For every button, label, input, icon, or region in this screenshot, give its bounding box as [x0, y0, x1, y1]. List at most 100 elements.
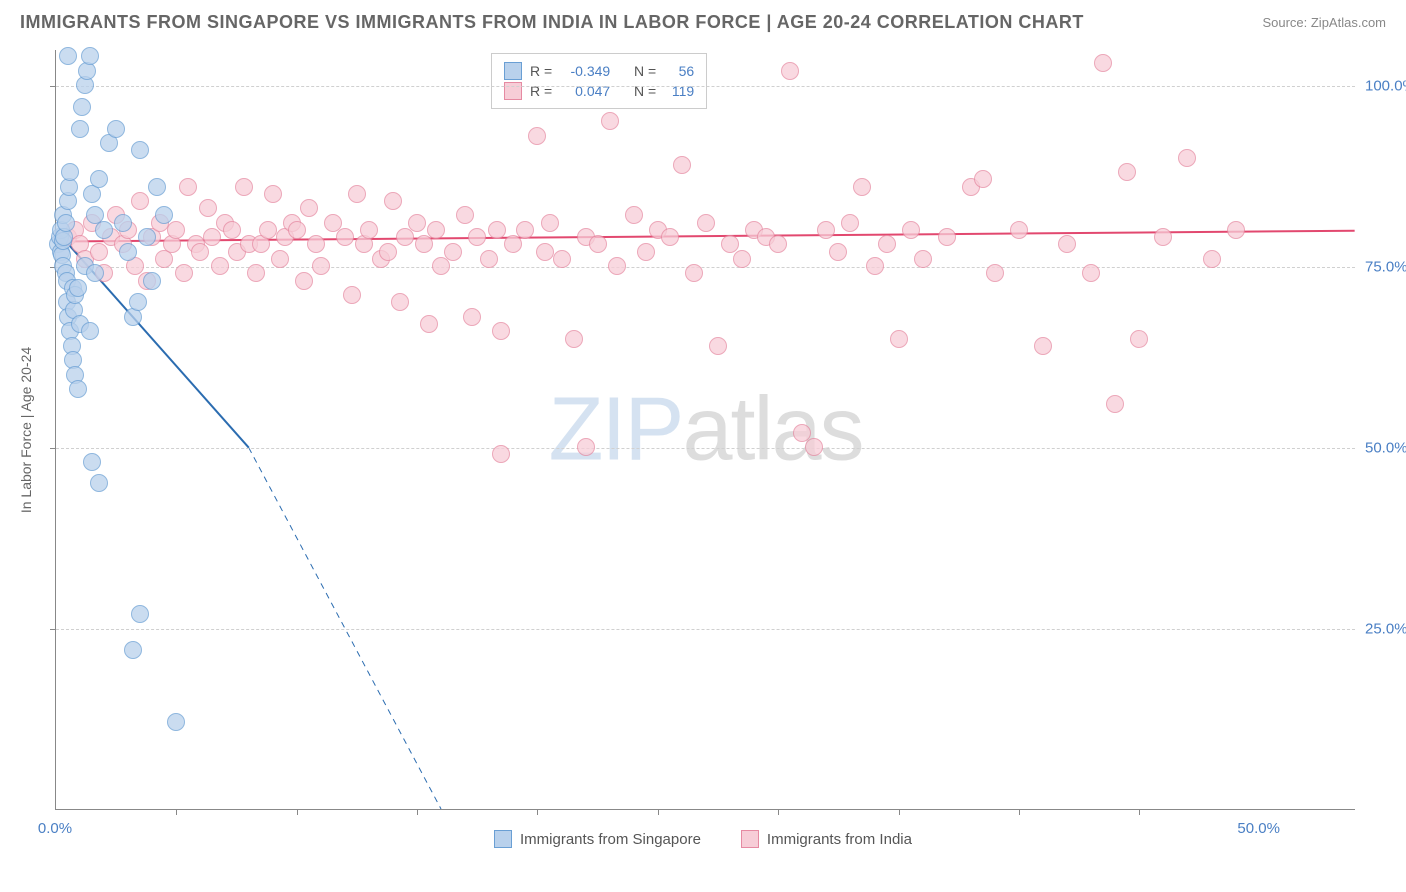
chart-plot-area: ZIPatlas R =-0.349 N =56R =0.047 N =119 …: [55, 50, 1355, 810]
y-tick-label: 100.0%: [1365, 78, 1406, 95]
data-point-india: [1034, 337, 1052, 355]
data-point-india: [312, 257, 330, 275]
data-point-india: [480, 250, 498, 268]
data-point-india: [456, 206, 474, 224]
data-point-india: [379, 243, 397, 261]
data-point-singapore: [71, 120, 89, 138]
data-point-india: [829, 243, 847, 261]
data-point-india: [1058, 235, 1076, 253]
data-point-india: [685, 264, 703, 282]
data-point-india: [90, 243, 108, 261]
data-point-india: [625, 206, 643, 224]
data-point-india: [866, 257, 884, 275]
y-tick-label: 25.0%: [1365, 621, 1406, 638]
x-tick: [297, 809, 298, 815]
legend-label-singapore: Immigrants from Singapore: [520, 831, 701, 848]
data-point-india: [1227, 221, 1245, 239]
gridline: [56, 629, 1355, 630]
y-tick-label: 75.0%: [1365, 259, 1406, 276]
data-point-singapore: [86, 264, 104, 282]
data-point-india: [1130, 330, 1148, 348]
trendlines-layer: [56, 50, 1355, 809]
data-point-singapore: [59, 47, 77, 65]
y-tick: [50, 629, 56, 630]
data-point-india: [1203, 250, 1221, 268]
data-point-india: [167, 221, 185, 239]
data-point-india: [300, 199, 318, 217]
data-point-india: [733, 250, 751, 268]
data-point-singapore: [95, 221, 113, 239]
x-tick: [1139, 809, 1140, 815]
data-point-india: [914, 250, 932, 268]
data-point-india: [637, 243, 655, 261]
data-point-singapore: [69, 380, 87, 398]
y-tick-label: 50.0%: [1365, 440, 1406, 457]
data-point-india: [415, 235, 433, 253]
gridline: [56, 448, 1355, 449]
data-point-india: [974, 170, 992, 188]
swatch-india: [741, 830, 759, 848]
data-point-india: [541, 214, 559, 232]
data-point-india: [396, 228, 414, 246]
data-point-singapore: [114, 214, 132, 232]
data-point-india: [179, 178, 197, 196]
data-point-india: [673, 156, 691, 174]
data-point-india: [1010, 221, 1028, 239]
data-point-india: [853, 178, 871, 196]
data-point-singapore: [138, 228, 156, 246]
data-point-india: [589, 235, 607, 253]
source-label: Source: ZipAtlas.com: [1262, 15, 1386, 30]
legend-stats-row-singapore: R =-0.349 N =56: [504, 62, 694, 80]
data-point-singapore: [148, 178, 166, 196]
legend-item-singapore: Immigrants from Singapore: [494, 830, 701, 848]
data-point-india: [516, 221, 534, 239]
data-point-india: [878, 235, 896, 253]
data-point-india: [211, 257, 229, 275]
data-point-india: [223, 221, 241, 239]
x-tick: [176, 809, 177, 815]
data-point-india: [1106, 395, 1124, 413]
r-value-singapore: -0.349: [560, 63, 610, 79]
data-point-singapore: [57, 214, 75, 232]
data-point-india: [259, 221, 277, 239]
legend-label-india: Immigrants from India: [767, 831, 912, 848]
x-tick: [899, 809, 900, 815]
r-label: R =: [530, 63, 552, 79]
data-point-india: [295, 272, 313, 290]
data-point-singapore: [73, 98, 91, 116]
data-point-india: [1094, 54, 1112, 72]
data-point-singapore: [61, 163, 79, 181]
x-tick: [778, 809, 779, 815]
data-point-india: [360, 221, 378, 239]
data-point-india: [408, 214, 426, 232]
data-point-india: [553, 250, 571, 268]
x-tick: [537, 809, 538, 815]
data-point-india: [817, 221, 835, 239]
data-point-india: [191, 243, 209, 261]
data-point-singapore: [81, 47, 99, 65]
data-point-india: [463, 308, 481, 326]
data-point-india: [1178, 149, 1196, 167]
data-point-india: [384, 192, 402, 210]
data-point-india: [709, 337, 727, 355]
data-point-india: [1154, 228, 1172, 246]
data-point-india: [432, 257, 450, 275]
data-point-india: [336, 228, 354, 246]
x-tick: [1019, 809, 1020, 815]
data-point-india: [203, 228, 221, 246]
data-point-singapore: [143, 272, 161, 290]
data-point-india: [199, 199, 217, 217]
x-tick: [658, 809, 659, 815]
chart-title: IMMIGRANTS FROM SINGAPORE VS IMMIGRANTS …: [20, 12, 1084, 33]
series-legend: Immigrants from Singapore Immigrants from…: [0, 830, 1406, 848]
data-point-india: [307, 235, 325, 253]
data-point-singapore: [90, 170, 108, 188]
legend-stats-row-india: R =0.047 N =119: [504, 82, 694, 100]
data-point-india: [661, 228, 679, 246]
data-point-india: [492, 322, 510, 340]
data-point-india: [288, 221, 306, 239]
data-point-singapore: [107, 120, 125, 138]
legend-item-india: Immigrants from India: [741, 830, 912, 848]
data-point-india: [175, 264, 193, 282]
correlation-legend: R =-0.349 N =56R =0.047 N =119: [491, 53, 707, 109]
